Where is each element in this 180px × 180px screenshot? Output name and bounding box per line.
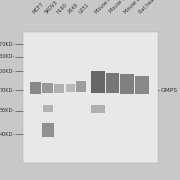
Text: MCF7: MCF7	[31, 1, 45, 14]
Text: U251: U251	[77, 2, 90, 14]
Text: SKOV3: SKOV3	[44, 0, 59, 14]
Bar	[30, 82, 40, 94]
Text: 55KD-: 55KD-	[0, 108, 14, 113]
Bar	[135, 76, 149, 94]
Text: 100KD-: 100KD-	[0, 69, 14, 74]
Text: Mouse brain: Mouse brain	[123, 0, 149, 14]
Bar	[120, 74, 134, 94]
Text: 170KD-: 170KD-	[0, 42, 14, 47]
Text: Rat heart: Rat heart	[139, 0, 159, 14]
Bar	[54, 84, 64, 93]
Bar	[106, 73, 119, 93]
Bar	[91, 71, 105, 93]
Text: Mouse heart: Mouse heart	[94, 0, 120, 14]
Bar	[66, 84, 75, 92]
Text: A549: A549	[67, 2, 79, 14]
Text: 70KD-: 70KD-	[0, 87, 14, 93]
Bar	[43, 105, 53, 112]
Text: Mouse kidney: Mouse kidney	[109, 0, 137, 14]
Bar	[42, 123, 54, 137]
Text: 130KD-: 130KD-	[0, 54, 14, 59]
Text: HL60: HL60	[56, 2, 69, 14]
Bar	[91, 105, 105, 113]
Bar	[76, 81, 86, 92]
Bar	[42, 83, 53, 93]
Bar	[22, 32, 158, 163]
Text: 40KD-: 40KD-	[0, 132, 14, 137]
Text: GMPS: GMPS	[161, 87, 178, 93]
